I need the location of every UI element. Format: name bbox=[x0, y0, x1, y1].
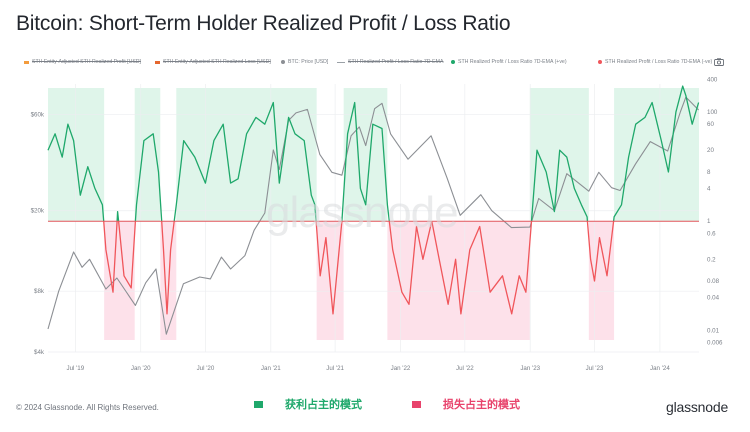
x-tick-label: Jan '22 bbox=[391, 365, 411, 372]
legend-label: STH Realized Profit / Loss Ratio 7D-EMA … bbox=[605, 59, 713, 65]
x-tick-label: Jul '20 bbox=[197, 365, 215, 372]
legend-label: STH Entity-Adjusted STH Realized Profit … bbox=[32, 59, 141, 65]
legend-item-sth-loss[interactable]: STH Entity-Adjusted STH Realized Loss [U… bbox=[155, 59, 271, 65]
legend-swatch bbox=[598, 60, 602, 64]
legend-item-sth-ratio-positive[interactable]: STH Realized Profit / Loss Ratio 7D-EMA … bbox=[451, 59, 567, 65]
sth-ratio-positive-line bbox=[173, 101, 317, 222]
y-right-tick-label: 1 bbox=[707, 218, 711, 225]
x-tick-label: Jan '20 bbox=[131, 365, 151, 372]
legend-label: STH Entity-Adjusted STH Realized Loss [U… bbox=[163, 59, 271, 65]
legend-item-sth-ratio-negative[interactable]: STH Realized Profit / Loss Ratio 7D-EMA … bbox=[598, 59, 712, 65]
y-right-tick-label: 4 bbox=[707, 185, 711, 192]
legend-label: STH Realized Profit / Loss Ratio 7D-EMA … bbox=[458, 59, 567, 65]
loss-regime-band bbox=[387, 221, 530, 340]
legend-item-sth-profit[interactable]: STH Entity-Adjusted STH Realized Profit … bbox=[24, 59, 141, 65]
sth-ratio-negative-line bbox=[315, 221, 343, 315]
chart-area: Jul '19 Jan '20 Jul '20 Jan '21 Jul '21 Jan '… bbox=[31, 76, 723, 372]
sth-ratio-negative-line bbox=[586, 221, 615, 282]
sth-ratio-positive-line bbox=[134, 133, 163, 222]
legend-swatch bbox=[155, 60, 160, 64]
sth-ratio-positive-line bbox=[341, 101, 390, 222]
loss-mode-legend: 损失占主的模式 bbox=[412, 396, 520, 412]
x-tick-label: Jul '22 bbox=[456, 365, 474, 372]
y-right-tick-label: 60 bbox=[707, 121, 714, 128]
y-right-tick-label: 0.04 bbox=[707, 294, 720, 301]
legend-swatch bbox=[337, 61, 345, 63]
legend-swatch bbox=[451, 60, 455, 64]
y-right-tick-label: 0.01 bbox=[707, 327, 720, 334]
sth-ratio-positive-line bbox=[612, 85, 700, 222]
legend-item-btc-price[interactable]: BTC: Price [USD] bbox=[281, 59, 328, 65]
x-tick-label: Jul '23 bbox=[586, 365, 604, 372]
profit-regime-band bbox=[176, 88, 317, 222]
x-tick-label: Jan '24 bbox=[650, 365, 670, 372]
profit-mode-swatch bbox=[254, 400, 263, 408]
sth-ratio-negative-line bbox=[117, 221, 137, 289]
sth-ratio-negative-line bbox=[161, 221, 175, 315]
sth-ratio-negative-line bbox=[431, 221, 533, 315]
y-right-tick-label: 0.2 bbox=[707, 256, 716, 263]
y-right-tick-label: 0.006 bbox=[707, 339, 723, 346]
y-left-tick-label: $8k bbox=[34, 288, 45, 295]
sth-ratio-negative-line bbox=[103, 221, 118, 293]
x-tick-label: Jan '23 bbox=[520, 365, 540, 372]
y-left-tick-label: $4k bbox=[34, 349, 45, 356]
loss-regime-band bbox=[104, 221, 135, 340]
loss-regime-band bbox=[588, 221, 615, 340]
profit-mode-label: 获利占主的模式 bbox=[285, 399, 362, 411]
brand-logo: glassnode bbox=[666, 399, 729, 415]
loss-mode-swatch bbox=[412, 400, 421, 408]
y-right-tick-label: 0.08 bbox=[707, 278, 720, 285]
y-right-tick-label: 0.6 bbox=[707, 230, 716, 237]
y-right-tick-label: 100 bbox=[707, 109, 718, 116]
y-right-tick-label: 20 bbox=[707, 147, 714, 154]
legend-label: BTC: Price [USD] bbox=[288, 59, 329, 65]
chart-title: Bitcoin: Short-Term Holder Realized Prof… bbox=[16, 12, 511, 35]
sth-ratio-negative-line bbox=[388, 221, 433, 305]
loss-mode-label: 损失占主的模式 bbox=[443, 399, 520, 411]
y-right-tick-label: 400 bbox=[707, 76, 718, 83]
x-tick-label: Jul '19 bbox=[67, 365, 85, 372]
sth-ratio-positive-line bbox=[116, 210, 120, 222]
legend-swatch bbox=[24, 60, 29, 64]
legend-item-sth-ratio[interactable]: STH Realized Profit / Loss Ratio 7D-EMA bbox=[337, 59, 443, 65]
x-tick-label: Jan '21 bbox=[261, 365, 281, 372]
sth-ratio-positive-line bbox=[530, 149, 589, 222]
y-right-tick-label: 8 bbox=[707, 169, 711, 176]
camera-icon[interactable] bbox=[714, 58, 724, 66]
profit-mode-legend: 获利占主的模式 bbox=[254, 396, 362, 412]
legend-label: STH Realized Profit / Loss Ratio 7D-EMA bbox=[348, 59, 444, 65]
legend-swatch bbox=[281, 60, 285, 64]
y-left-tick-label: $60k bbox=[31, 111, 45, 118]
profit-regime-band bbox=[614, 88, 699, 222]
copyright: © 2024 Glassnode. All Rights Reserved. bbox=[16, 403, 159, 412]
watermark: glassnode bbox=[266, 188, 459, 237]
x-tick-label: Jul '21 bbox=[326, 365, 344, 372]
sth-ratio-positive-line bbox=[47, 123, 105, 222]
profit-regime-band bbox=[343, 88, 388, 222]
y-left-tick-label: $20k bbox=[31, 208, 45, 215]
profit-regime-band bbox=[48, 88, 105, 222]
